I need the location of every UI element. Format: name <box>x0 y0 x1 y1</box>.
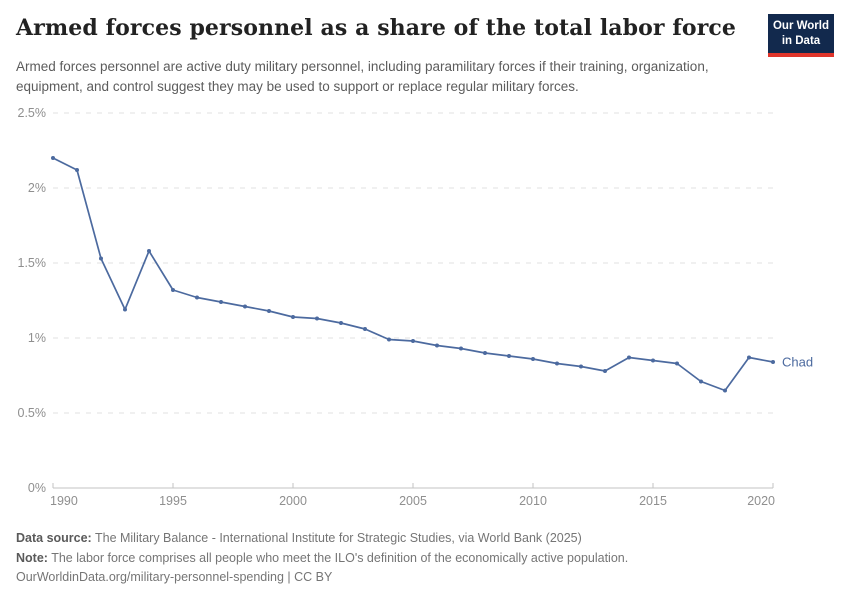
data-point-2005[interactable] <box>411 339 415 343</box>
data-point-2006[interactable] <box>435 343 439 348</box>
data-point-2011[interactable] <box>555 361 559 366</box>
footer-source-text: The Military Balance - International Ins… <box>91 531 582 545</box>
x-tick-label: 2000 <box>279 494 307 508</box>
footer-note-line: Note: The labor force comprises all peop… <box>16 549 836 569</box>
data-point-1998[interactable] <box>243 304 247 309</box>
y-tick-label: 0.5% <box>18 406 47 420</box>
data-point-1996[interactable] <box>195 295 199 300</box>
x-tick-label: 1995 <box>159 494 187 508</box>
data-point-1999[interactable] <box>267 309 271 313</box>
owid-logo-line1: Our World <box>772 20 829 32</box>
data-point-1995[interactable] <box>171 288 175 292</box>
footer-ccby-link[interactable]: CC BY <box>294 570 333 585</box>
data-point-1993[interactable] <box>123 307 127 312</box>
data-point-2019[interactable] <box>747 355 751 360</box>
data-point-2002[interactable] <box>339 321 343 325</box>
owid-logo[interactable]: Our World in Data <box>768 14 834 57</box>
data-point-2020[interactable] <box>771 360 775 364</box>
data-point-2014[interactable] <box>627 355 631 360</box>
x-tick-label: 1990 <box>50 494 78 508</box>
data-point-2012[interactable] <box>579 364 583 369</box>
footer-separator: | <box>283 570 295 585</box>
data-point-2016[interactable] <box>675 361 679 366</box>
data-point-2009[interactable] <box>507 354 511 358</box>
y-tick-label: 1.5% <box>18 256 47 270</box>
data-point-2001[interactable] <box>315 316 319 321</box>
data-point-2010[interactable] <box>531 357 535 361</box>
series-line-chad[interactable] <box>52 157 774 392</box>
footer-source-label: Data source: <box>16 531 92 545</box>
footer-note-label: Note: <box>16 550 48 565</box>
x-tick-label: 2020 <box>747 494 775 508</box>
footer-source-line: Data source: The Military Balance - Inte… <box>16 529 836 549</box>
chart-subtitle: Armed forces personnel are active duty m… <box>16 59 709 95</box>
x-tick-label: 2005 <box>399 494 427 508</box>
data-point-1991[interactable] <box>75 168 79 172</box>
data-point-1997[interactable] <box>219 300 223 304</box>
data-point-2003[interactable] <box>363 327 367 331</box>
data-point-1990[interactable] <box>51 156 55 160</box>
y-tick-label: 0% <box>28 481 46 495</box>
data-point-2013[interactable] <box>603 369 607 373</box>
data-point-2000[interactable] <box>291 315 295 319</box>
data-point-2007[interactable] <box>459 346 463 351</box>
footer-license-line: OurWorldinData.org/military-personnel-sp… <box>16 568 836 588</box>
y-tick-label: 2% <box>28 181 46 195</box>
series-label-chad: Chad <box>782 355 813 370</box>
data-point-1992[interactable] <box>99 256 103 261</box>
data-point-2018[interactable] <box>723 388 727 393</box>
y-tick-label: 1% <box>28 331 46 345</box>
owid-logo-line2: in Data <box>781 34 821 47</box>
x-tick-label: 2015 <box>639 494 667 508</box>
footer-note-text: The labor force comprises all people who… <box>47 550 629 565</box>
data-point-2004[interactable] <box>387 337 391 342</box>
data-point-2017[interactable] <box>699 379 703 384</box>
x-tick-label: 2010 <box>519 494 547 508</box>
chart-title: Armed forces personnel as a share of the… <box>16 15 736 41</box>
y-tick-label: 2.5% <box>18 106 47 120</box>
data-point-2008[interactable] <box>483 351 487 355</box>
data-point-1994[interactable] <box>147 249 151 253</box>
chart-footer: Data source: The Military Balance - Inte… <box>16 529 836 588</box>
footer-url-link[interactable]: OurWorldinData.org/military-personnel-sp… <box>16 570 284 585</box>
data-point-2015[interactable] <box>651 358 655 363</box>
